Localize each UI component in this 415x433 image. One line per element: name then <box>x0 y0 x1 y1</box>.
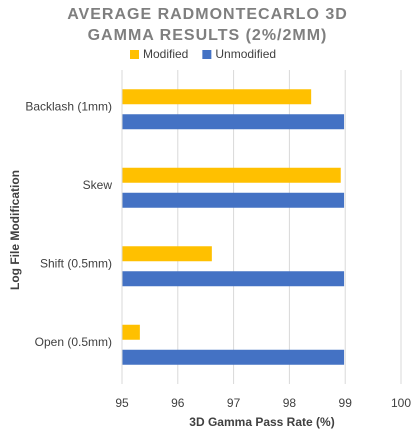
bar <box>122 192 345 208</box>
legend-swatch <box>130 50 139 59</box>
legend-swatch <box>202 50 212 59</box>
x-tick-label: 96 <box>171 396 185 410</box>
x-tick-label: 98 <box>283 396 297 410</box>
legend-label: Modified <box>143 47 188 61</box>
bar <box>122 89 312 105</box>
y-tick-label: Skew <box>83 178 113 192</box>
bar <box>122 114 345 130</box>
y-tick-label: Shift (0.5mm) <box>40 256 112 270</box>
x-tick-label: 100 <box>391 396 411 410</box>
x-axis-title: 3D Gamma Pass Rate (%) <box>189 415 334 429</box>
x-tick-label: 99 <box>339 396 353 410</box>
bar <box>122 349 345 365</box>
bar <box>122 246 212 262</box>
bar <box>122 167 341 183</box>
y-tick-label: Backlash (1mm) <box>25 99 112 113</box>
x-tick-label: 97 <box>227 396 241 410</box>
x-tick-label: 95 <box>115 396 129 410</box>
bar <box>122 271 345 287</box>
y-axis-title: Log File Modification <box>8 170 22 290</box>
bar <box>122 324 140 340</box>
y-tick-label: Open (0.5mm) <box>35 335 112 349</box>
legend-label: Unmodified <box>215 47 276 61</box>
chart-title: AVERAGE RADMONTECARLO 3D GAMMA RESULTS (… <box>67 6 348 44</box>
